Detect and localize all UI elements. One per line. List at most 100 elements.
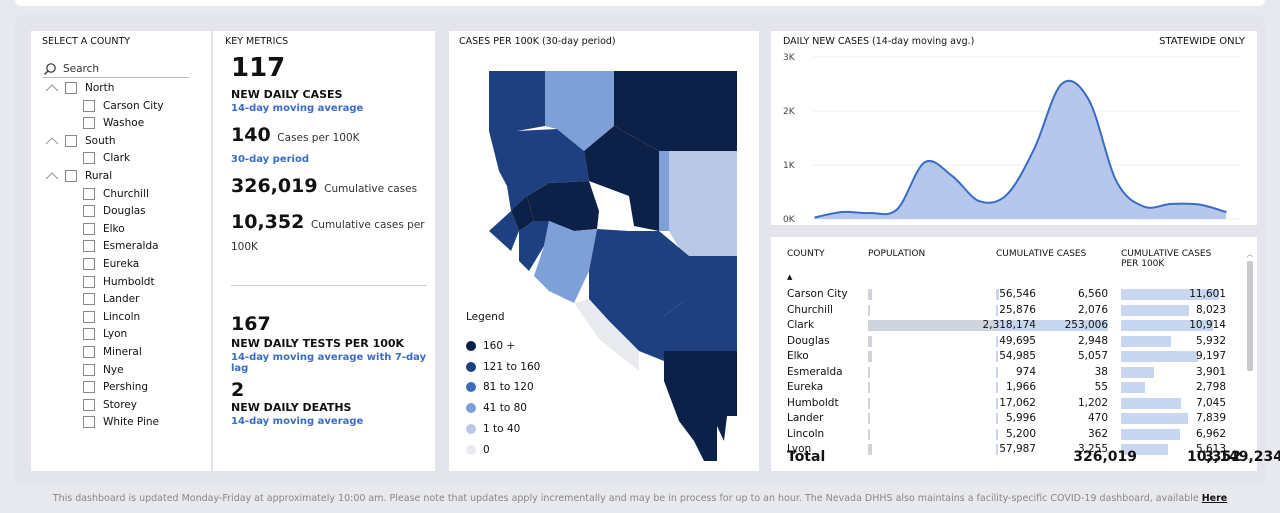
scroll-up-icon[interactable]: ︿ — [1246, 250, 1254, 258]
county-item[interactable]: Douglas — [83, 203, 146, 219]
county-item[interactable]: Lander — [83, 291, 139, 307]
table-row[interactable]: Esmeralda 974 38 3,901 — [771, 365, 1241, 380]
data-point — [1225, 211, 1227, 213]
county-label: Eureka — [103, 258, 140, 270]
region-humboldt-area[interactable] — [545, 71, 614, 151]
county-item[interactable]: Esmeralda — [83, 238, 159, 254]
checkbox[interactable] — [83, 205, 95, 218]
county-item[interactable]: Humboldt — [83, 274, 155, 290]
table-row[interactable]: Lander 5,996 470 7,839 — [771, 411, 1241, 426]
checkbox[interactable] — [83, 363, 95, 376]
county-item[interactable]: Elko — [83, 221, 125, 237]
region-lyon[interactable] — [519, 221, 549, 271]
county-item[interactable]: Pershing — [83, 379, 148, 395]
column-header[interactable]: POPULATION — [868, 249, 926, 259]
region-pershing[interactable] — [517, 71, 545, 131]
region-eureka[interactable] — [659, 151, 669, 231]
checkbox[interactable] — [83, 99, 95, 112]
column-header[interactable]: CUMULATIVE CASES — [996, 249, 1087, 259]
region-douglas[interactable] — [489, 211, 519, 251]
table-row[interactable]: Douglas 49,695 2,948 5,932 — [771, 334, 1241, 349]
checkbox[interactable] — [83, 240, 95, 253]
checkbox[interactable] — [83, 293, 95, 306]
checkbox[interactable] — [83, 152, 95, 165]
county-group-rural[interactable]: Rural — [45, 168, 112, 184]
checkbox[interactable] — [83, 258, 95, 270]
footer-link[interactable]: Here — [1201, 493, 1228, 504]
table-row[interactable]: Lyon 57,987 3,255 5,613 — [771, 442, 1241, 457]
table-row[interactable]: Lincoln 5,200 362 6,962 — [771, 427, 1241, 442]
region-esmeralda-south[interactable] — [574, 299, 639, 371]
county-item[interactable]: Lyon — [83, 326, 127, 342]
checkbox[interactable] — [83, 328, 95, 341]
region-mineral[interactable] — [527, 181, 599, 231]
county-item[interactable]: Washoe — [83, 115, 144, 131]
county-item[interactable]: Carson City — [83, 98, 164, 114]
cases-cell: 55 — [1094, 381, 1108, 393]
checkbox[interactable] — [83, 416, 95, 429]
sort-arrow[interactable]: ▲ — [787, 273, 793, 281]
county-item[interactable]: Storey — [83, 397, 137, 413]
data-point — [1033, 148, 1035, 150]
table-row[interactable]: Carson City 56,546 6,560 11,601 — [771, 287, 1241, 302]
table-row[interactable]: Eureka 1,966 55 2,798 — [771, 380, 1241, 395]
scroll-thumb[interactable] — [1247, 261, 1253, 371]
cases-cell: 253,006 — [1064, 319, 1108, 331]
tests-label: NEW DAILY TESTS PER 100K — [231, 337, 405, 350]
county-label: Lincoln — [103, 310, 141, 323]
checkbox[interactable] — [83, 275, 95, 288]
county-item[interactable]: White Pine — [83, 414, 159, 430]
table-row[interactable]: Humboldt 17,062 1,202 7,045 — [771, 396, 1241, 411]
county-label: Humboldt — [103, 275, 155, 288]
region-lander[interactable] — [584, 126, 659, 231]
checkbox[interactable] — [83, 310, 95, 323]
cases-cell: 3,255 — [1077, 443, 1108, 455]
column-header[interactable]: COUNTY — [787, 249, 825, 259]
table-row[interactable]: Clark 2,318,174 253,006 10,914 — [771, 318, 1241, 333]
legend-item: 121 to 160 — [466, 361, 540, 373]
table-row[interactable]: Churchill 25,876 2,076 8,023 — [771, 303, 1241, 318]
per100k-cell: 3,901 — [1195, 365, 1226, 378]
region-esmeralda[interactable] — [534, 221, 597, 303]
county-item[interactable]: Churchill — [83, 186, 149, 202]
checkbox[interactable] — [83, 381, 95, 394]
county-item[interactable]: Mineral — [83, 344, 142, 360]
checkbox[interactable] — [65, 82, 77, 94]
chevron-up-icon[interactable] — [45, 171, 59, 181]
region-white-pine[interactable] — [669, 151, 737, 256]
county-item[interactable]: Nye — [83, 362, 124, 378]
checkbox[interactable] — [83, 398, 95, 411]
checkbox[interactable] — [83, 117, 95, 130]
search-box[interactable]: Search — [43, 60, 189, 78]
chevron-up-icon[interactable] — [45, 83, 59, 93]
chevron-up-icon[interactable] — [45, 136, 59, 146]
region-washoe[interactable] — [489, 71, 527, 211]
county-item[interactable]: Eureka — [83, 256, 139, 272]
data-bar — [868, 382, 870, 393]
nevada-map[interactable] — [489, 71, 749, 461]
column-header[interactable]: CUMULATIVE CASES PER 100K — [1121, 249, 1212, 269]
county-item[interactable]: Clark — [83, 150, 130, 166]
county-label: Nye — [103, 363, 124, 376]
data-point — [869, 212, 871, 214]
region-storey[interactable] — [511, 196, 534, 231]
checkbox[interactable] — [83, 222, 95, 235]
table-scrollbar[interactable]: ︿ ﹀ — [1246, 249, 1254, 466]
data-point — [1060, 83, 1063, 85]
county-item[interactable]: Lincoln — [83, 309, 140, 325]
checkbox[interactable] — [65, 134, 77, 147]
checkbox[interactable] — [65, 170, 77, 182]
checkbox[interactable] — [83, 346, 95, 358]
region-churchill[interactable] — [517, 129, 589, 196]
region-lincoln[interactable] — [664, 256, 737, 351]
region-clark[interactable] — [664, 351, 737, 461]
table-row[interactable]: Elko 54,985 5,057 9,197 — [771, 349, 1241, 364]
population-cell: 17,062 — [999, 396, 1036, 409]
county-group-south[interactable]: South — [45, 133, 116, 149]
county-group-north[interactable]: North — [45, 80, 114, 96]
scroll-down-icon[interactable]: ﹀ — [1246, 458, 1254, 466]
county-cell: Clark — [787, 319, 815, 331]
checkbox[interactable] — [83, 187, 95, 200]
total-population: 3,149,234 — [1204, 449, 1280, 465]
per100k-cell: 7,839 — [1195, 412, 1226, 424]
